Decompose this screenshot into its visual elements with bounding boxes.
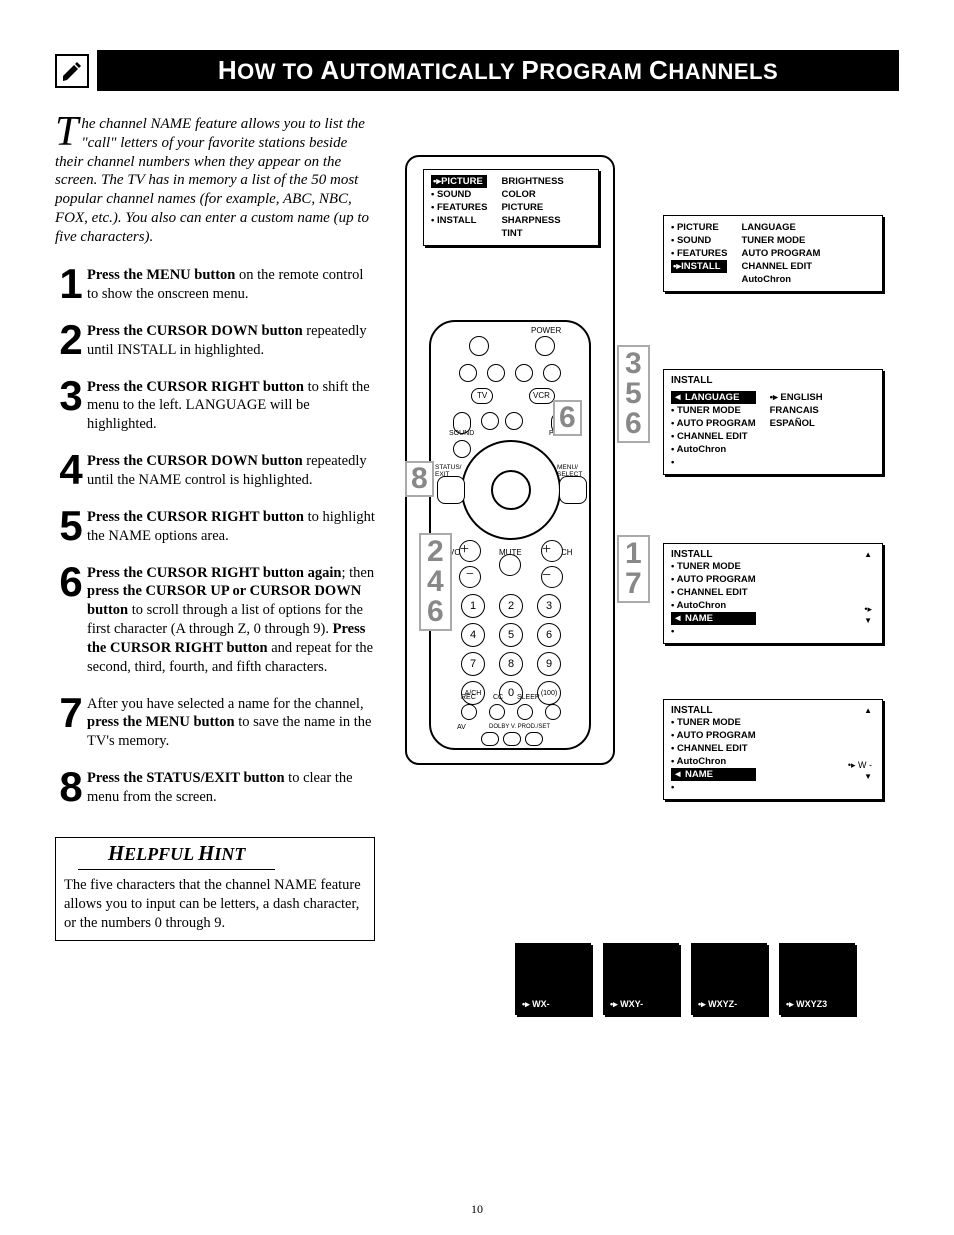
intro-text: The channel NAME feature allows you to l… (55, 115, 377, 246)
step-number: 3 (55, 378, 87, 435)
vol-down[interactable]: − (459, 566, 481, 588)
step-5: 5Press the CURSOR RIGHT button to highli… (55, 508, 377, 546)
keypad-7[interactable]: 7 (461, 652, 485, 676)
stop-button[interactable] (487, 364, 505, 382)
step-4: 4Press the CURSOR DOWN button repeatedly… (55, 452, 377, 490)
ch-up[interactable]: + (541, 540, 563, 562)
menu-panel-name: INSTALLTUNER MODEAUTO PROGRAMCHANNEL EDI… (663, 543, 883, 644)
keypad-(100)[interactable]: (100) (537, 681, 561, 705)
step-text: Press the MENU button on the remote cont… (87, 266, 377, 304)
keypad: 123 456 789 A/CH 0 (100) (461, 594, 561, 710)
step-number: 5 (55, 508, 87, 546)
standby-button[interactable] (469, 336, 489, 356)
menu-panel-name-value: INSTALLTUNER MODEAUTO PROGRAMCHANNEL EDI… (663, 699, 883, 800)
mini-panel: •▸ WXY- (603, 943, 679, 1015)
hint-title: HELPFUL HINT (78, 838, 275, 869)
keypad-0[interactable]: 0 (499, 681, 523, 705)
step-text: Press the CURSOR RIGHT button to shift t… (87, 378, 377, 435)
keypad-5[interactable]: 5 (499, 623, 523, 647)
menu-item: SOUND (431, 188, 487, 201)
mini-panel: •▸ WX- (515, 943, 591, 1015)
menu-item: SOUND (671, 234, 727, 247)
mini-panel: •▸ WXYZ3 (779, 943, 855, 1015)
keypad-1[interactable]: 1 (461, 594, 485, 618)
callout-8: 8 (405, 461, 434, 497)
step-number: 7 (55, 695, 87, 752)
step-6: 6Press the CURSOR RIGHT button again; th… (55, 564, 377, 677)
pip-minus[interactable] (481, 412, 499, 430)
step-number: 1 (55, 266, 87, 304)
step-text: Press the CURSOR DOWN button repeatedly … (87, 452, 377, 490)
keypad-9[interactable]: 9 (537, 652, 561, 676)
rewind-button[interactable] (459, 364, 477, 382)
vol-up[interactable]: + (459, 540, 481, 562)
step-text: Press the CURSOR RIGHT button again; the… (87, 564, 377, 677)
keypad-4[interactable]: 4 (461, 623, 485, 647)
ch-down[interactable]: − (541, 566, 563, 588)
remote-control: POWER TV VCR SOUND PICTURE (429, 320, 591, 750)
cursor-center[interactable] (491, 470, 531, 510)
step-text: Press the STATUS/EXIT button to clear th… (87, 769, 377, 807)
callout-stack-356: 356 (617, 345, 650, 443)
bottom-btn-1[interactable] (481, 732, 499, 746)
step-3: 3Press the CURSOR RIGHT button to shift … (55, 378, 377, 435)
hint-body: The five characters that the channel NAM… (56, 870, 374, 941)
menu-panel-picture: •▸PICTURESOUNDFEATURESINSTALL BRIGHTNESS… (423, 169, 599, 246)
step-text: Press the CURSOR DOWN button repeatedly … (87, 322, 377, 360)
bottom-panel-row: •▸ WX-•▸ WXY-•▸ WXYZ-•▸ WXYZ3 (515, 943, 855, 1015)
sound-button[interactable] (453, 440, 471, 458)
menu-item: INSTALL (431, 214, 487, 227)
callout-6a: 6 (553, 400, 582, 436)
bottom-btn-2[interactable] (503, 732, 521, 746)
menu-item: •▸PICTURE (431, 175, 487, 188)
page-title: HOW TO AUTOMATICALLY PROGRAM CHANNELS (97, 50, 899, 91)
keypad-3[interactable]: 3 (537, 594, 561, 618)
step-number: 4 (55, 452, 87, 490)
power-button[interactable] (535, 336, 555, 356)
header-bar: HOW TO AUTOMATICALLY PROGRAM CHANNELS (55, 50, 899, 91)
status-exit-button[interactable] (437, 476, 465, 504)
menu-panel-language: INSTALL ◄ LANGUAGETUNER MODEAUTO PROGRAM… (663, 369, 883, 475)
extra-button[interactable] (545, 704, 561, 720)
bottom-btn-3[interactable] (525, 732, 543, 746)
step-number: 6 (55, 564, 87, 677)
keypad-8[interactable]: 8 (499, 652, 523, 676)
helpful-hint-box: HELPFUL HINT The five characters that th… (55, 837, 375, 942)
menu-item: •▸INSTALL (671, 260, 727, 273)
keypad-2[interactable]: 2 (499, 594, 523, 618)
menu-item: PICTURE (671, 221, 727, 234)
callout-stack-17: 17 (617, 535, 650, 603)
step-2: 2Press the CURSOR DOWN button repeatedly… (55, 322, 377, 360)
power-label: POWER (531, 326, 561, 335)
pip-plus[interactable] (505, 412, 523, 430)
cc-button[interactable] (489, 704, 505, 720)
ff-button[interactable] (543, 364, 561, 382)
rec-button[interactable] (461, 704, 477, 720)
menu-panel-install: PICTURESOUNDFEATURES•▸INSTALLLANGUAGETUN… (663, 215, 883, 292)
step-text: After you have selected a name for the c… (87, 695, 377, 752)
step-number: 8 (55, 769, 87, 807)
menu-select-button[interactable] (559, 476, 587, 504)
step-7: 7After you have selected a name for the … (55, 695, 377, 752)
page-number: 10 (0, 1202, 954, 1217)
mini-panel: •▸ WXYZ- (691, 943, 767, 1015)
sleep-button[interactable] (517, 704, 533, 720)
step-text: Press the CURSOR RIGHT button to highlig… (87, 508, 377, 546)
pencil-icon (55, 54, 89, 88)
menu-item: FEATURES (431, 201, 487, 214)
play-button[interactable] (515, 364, 533, 382)
callout-stack-246: 246 (419, 533, 452, 631)
illustration-area: •▸PICTURESOUNDFEATURESINSTALL BRIGHTNESS… (405, 155, 895, 985)
step-number: 2 (55, 322, 87, 360)
keypad-A/CH[interactable]: A/CH (461, 681, 485, 705)
menu-item: FEATURES (671, 247, 727, 260)
mute-button[interactable] (499, 554, 521, 576)
keypad-6[interactable]: 6 (537, 623, 561, 647)
step-1: 1Press the MENU button on the remote con… (55, 266, 377, 304)
step-8: 8Press the STATUS/EXIT button to clear t… (55, 769, 377, 807)
